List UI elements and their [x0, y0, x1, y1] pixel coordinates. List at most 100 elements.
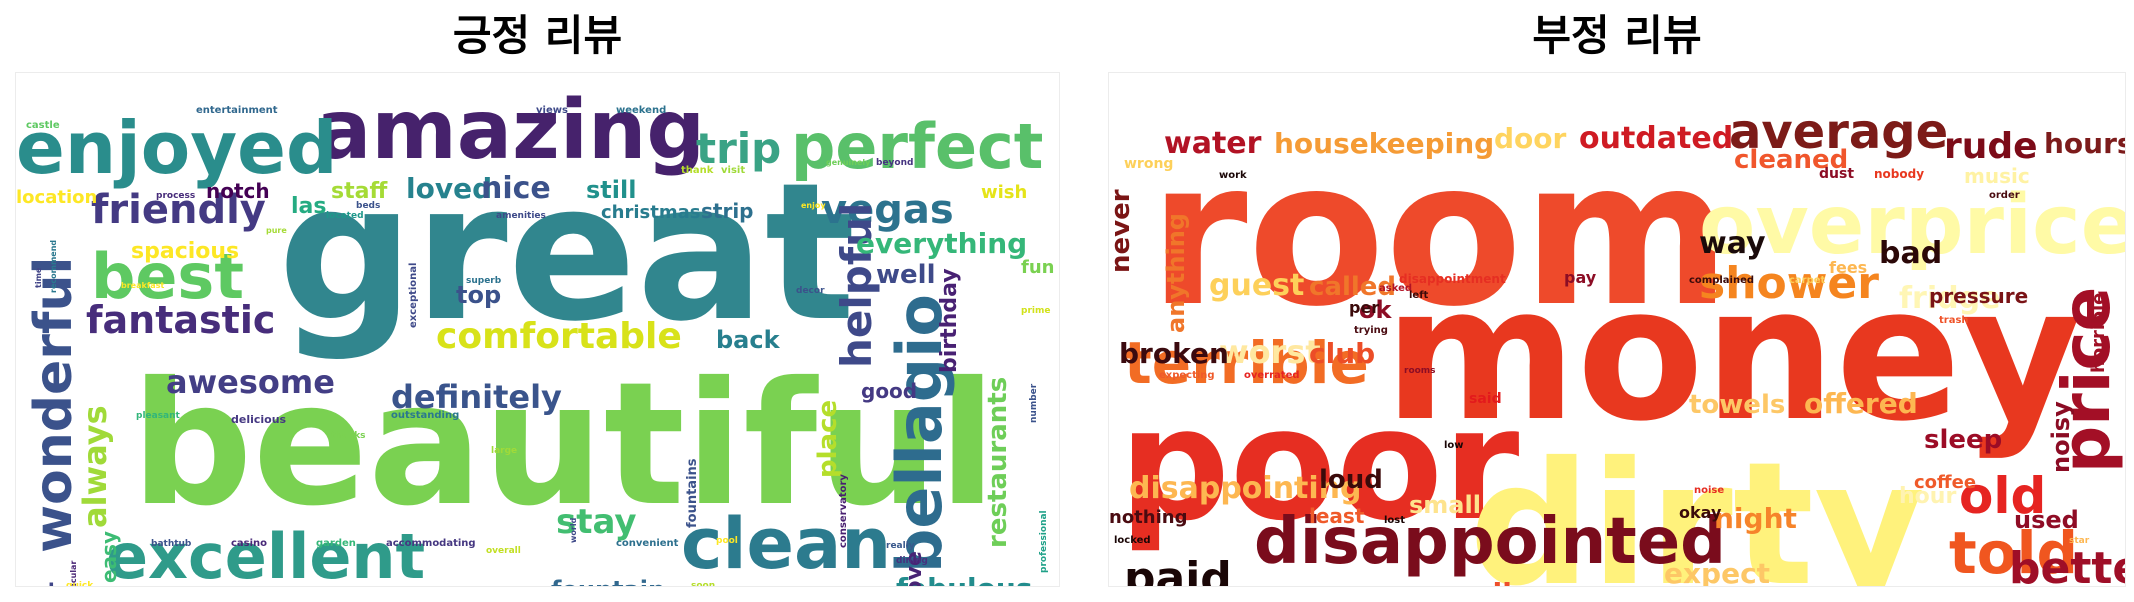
wordcloud-word: fountain [551, 576, 665, 586]
wordcloud-word: pressure [1929, 284, 2028, 308]
positive-wordcloud-panel: 긍정 리뷰 great beautiful amazing enjoyed perfec… [15, 0, 1060, 602]
wordcloud-word: rude [1944, 126, 2038, 167]
wordcloud-word: everything [856, 227, 1027, 260]
wordcloud-word: always [76, 405, 114, 528]
wordcloud-word: exceptional [408, 263, 419, 328]
wordcloud-word: bad [1879, 236, 1942, 271]
wordcloud-word: terrible [1124, 329, 1369, 397]
wordcloud-word: offered [1804, 387, 1918, 420]
wordcloud-word: told [1949, 519, 2078, 586]
wordcloud-word: loud [1319, 465, 1383, 495]
wordcloud-word: wrong [1124, 156, 1173, 172]
wordcloud-word: fun [1021, 257, 1054, 278]
wordcloud-word: expect [1664, 557, 1770, 586]
wordcloud-word: left [1409, 290, 1429, 301]
wordcloud-word: wonderful [24, 257, 84, 553]
wordcloud-word: location [16, 187, 97, 208]
wordcloud-word: per [1349, 298, 1379, 317]
wordcloud-word: beyond [876, 158, 913, 168]
wordcloud-word: used [2014, 506, 2079, 534]
wordcloud-word: views [536, 105, 568, 116]
wordcloud-word: average [1729, 104, 1948, 160]
wordcloud-word: pure [266, 226, 287, 235]
wordcloud-word: amazing [316, 83, 705, 178]
wordcloud-word: worst [1219, 333, 1321, 371]
wordcloud-word: thank [681, 165, 714, 176]
wordcloud-word: lost [1384, 515, 1405, 526]
wordcloud-word: place [813, 400, 843, 478]
wordcloud-word: poor [1119, 374, 1519, 555]
wordcloud-word: restaurants [983, 377, 1013, 548]
wordcloud-word: world [569, 517, 578, 543]
wordcloud-word: fountains [685, 458, 700, 528]
wordcloud-word: great [278, 142, 856, 363]
wordcloud-word: noise [1694, 485, 1724, 496]
wordcloud-word: dust [1819, 166, 1854, 182]
wordcloud-word: time [34, 267, 43, 288]
wordcloud-word: favorite [271, 584, 369, 586]
wordcloud-word: top [456, 281, 501, 309]
wordcloud-word: rooms [1404, 366, 1436, 376]
wordcloud-word: awesome [166, 363, 335, 401]
wordcloud-word: soon [691, 581, 715, 586]
wordcloud-word: locked [1114, 535, 1151, 546]
wordcloud-word: old [1959, 467, 2046, 525]
wordcloud-word: water [1164, 126, 1262, 161]
wordcloud-word: music [1964, 164, 2030, 188]
wordcloud-word: bathtub [151, 539, 192, 549]
wordcloud-word: pleasant [136, 411, 181, 421]
wordcloud-word: nothing [1109, 507, 1187, 528]
wordcloud-word: low [1444, 440, 1464, 451]
wordcloud-word: hour [1899, 484, 1956, 509]
wordcloud-word: beds [356, 201, 380, 211]
wordcloud-word: large [491, 446, 517, 456]
wordcloud-word: loved [406, 172, 492, 205]
wordcloud-word: disappointment [1399, 272, 1506, 286]
wordcloud-word: order [1989, 190, 2020, 201]
wordcloud-word: still [586, 176, 636, 204]
wordcloud-word: excellent [106, 520, 425, 586]
wordcloud-word: anything [1162, 213, 1190, 333]
wordcloud-word: guest [1209, 268, 1304, 303]
wordcloud-word: towels [1689, 390, 1785, 420]
wordcloud-word: fridge [1899, 281, 2000, 316]
negative-wordcloud-title: 부정 리뷰 [1532, 11, 1702, 60]
positive-wordcloud-title: 긍정 리뷰 [452, 11, 623, 60]
wordcloud-word: shower [1699, 258, 1879, 309]
wordcloud-word: bellagio [883, 294, 956, 573]
wordcloud-word: horrible [2088, 293, 2109, 373]
wordcloud-word: enjoyed [16, 106, 338, 190]
wordcloud-word: amenities [496, 211, 546, 221]
wordcloud-word: sleep [1924, 425, 2002, 455]
wordcloud-word: disappointed [1254, 505, 1726, 579]
wordcloud-word: trash [1939, 315, 1969, 326]
wordcloud-word: pool [716, 536, 738, 546]
wordcloud-word: hours [2044, 127, 2125, 160]
wordcloud-word: clean [681, 503, 891, 585]
wordcloud-word: visit [721, 165, 745, 176]
wordcloud-word: superb [466, 276, 502, 286]
wordcloud-word: quick [66, 581, 94, 586]
wordcloud-word: better [2009, 543, 2125, 586]
wordcloud-word: genuinely [826, 158, 871, 167]
wordcloud-word: dirty [1469, 426, 1925, 586]
wordcloud-word: room [1149, 118, 1731, 351]
wordcloud-word: money [1384, 246, 2082, 462]
wordcloud-word: back [716, 326, 781, 354]
wordcloud-word: professional [1039, 510, 1049, 573]
wordcloud-word: staff [331, 179, 388, 204]
wordcloud-word: perfect [791, 110, 1043, 183]
wordcloud-word: pay [1564, 268, 1597, 287]
wordcloud-word: process [156, 191, 195, 201]
wordcloud-word: best [91, 240, 244, 313]
wordcloud-word: entertainment [196, 105, 278, 116]
wordcloud-word: weekend [616, 105, 666, 116]
wordcloud-word: good [861, 379, 917, 403]
wordcloud-word: christmas [601, 202, 700, 223]
wordcloud-word: disappointing [1129, 471, 1362, 506]
wordcloud-word: birthday [937, 268, 962, 373]
